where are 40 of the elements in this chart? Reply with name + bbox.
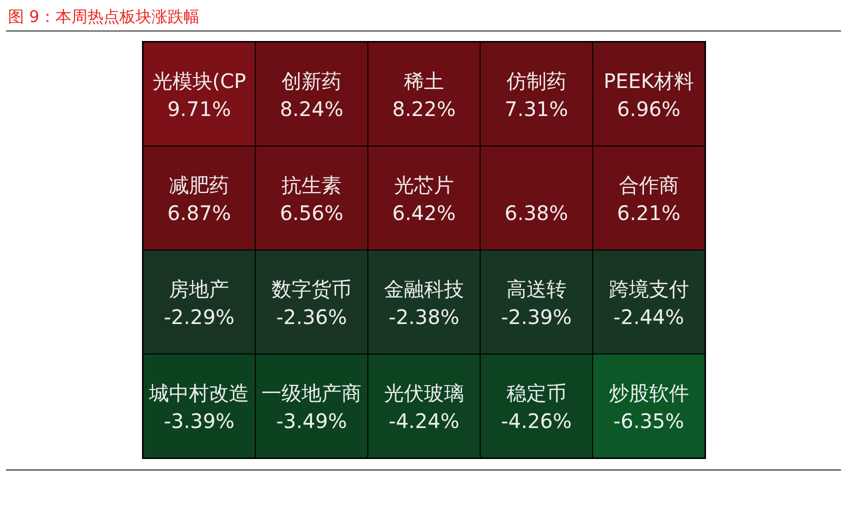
category-label: PEEK材料 <box>604 69 694 93</box>
category-label: 稀土 <box>404 69 444 93</box>
data-label: -2.44% <box>613 305 684 329</box>
data-label: 6.42% <box>392 201 456 225</box>
data-label: 6.96% <box>617 97 681 121</box>
category-label: 跨境支付 <box>608 277 689 301</box>
data-label: -3.49% <box>276 409 347 433</box>
data-label: 9.71% <box>167 97 231 121</box>
data-label: -2.36% <box>276 305 347 329</box>
category-label: 减肥药 <box>169 173 230 197</box>
category-label: 光芯片 <box>394 173 454 197</box>
category-label: 高送转 <box>506 277 566 301</box>
category-label: 仿制药 <box>505 69 566 93</box>
category-label: 光模块(CP <box>152 69 246 93</box>
data-label: 6.38% <box>504 201 568 225</box>
data-label: -2.29% <box>164 305 235 329</box>
category-label: 光伏玻璃 <box>384 381 464 405</box>
category-label: 炒股软件 <box>608 381 689 405</box>
data-label: -4.24% <box>388 409 460 433</box>
category-label: 稳定币 <box>506 381 566 405</box>
category-label: 数字货币 <box>272 277 352 301</box>
data-label: 7.31% <box>504 97 568 121</box>
category-label: 金融科技 <box>384 277 464 301</box>
category-label: 抗生素 <box>282 173 342 197</box>
data-label: -2.38% <box>388 305 460 329</box>
data-label: -3.39% <box>164 409 235 433</box>
category-label: 合作商 <box>618 173 679 197</box>
data-label: 6.56% <box>280 201 344 225</box>
title: 图 9：本周热点板块涨跌幅 <box>8 7 200 26</box>
category-label: 房地产 <box>169 277 230 301</box>
category-label: 一级地产商 <box>262 381 362 405</box>
data-label: 6.21% <box>617 201 681 225</box>
category-label: 创新药 <box>282 69 342 93</box>
data-label: 8.24% <box>280 97 344 121</box>
data-label: -4.26% <box>501 409 572 433</box>
data-label: 6.87% <box>167 201 231 225</box>
data-label: -6.35% <box>613 409 684 433</box>
data-label: -2.39% <box>501 305 572 329</box>
category-label: 城中村改造 <box>148 381 250 405</box>
data-label: 8.22% <box>392 97 456 121</box>
